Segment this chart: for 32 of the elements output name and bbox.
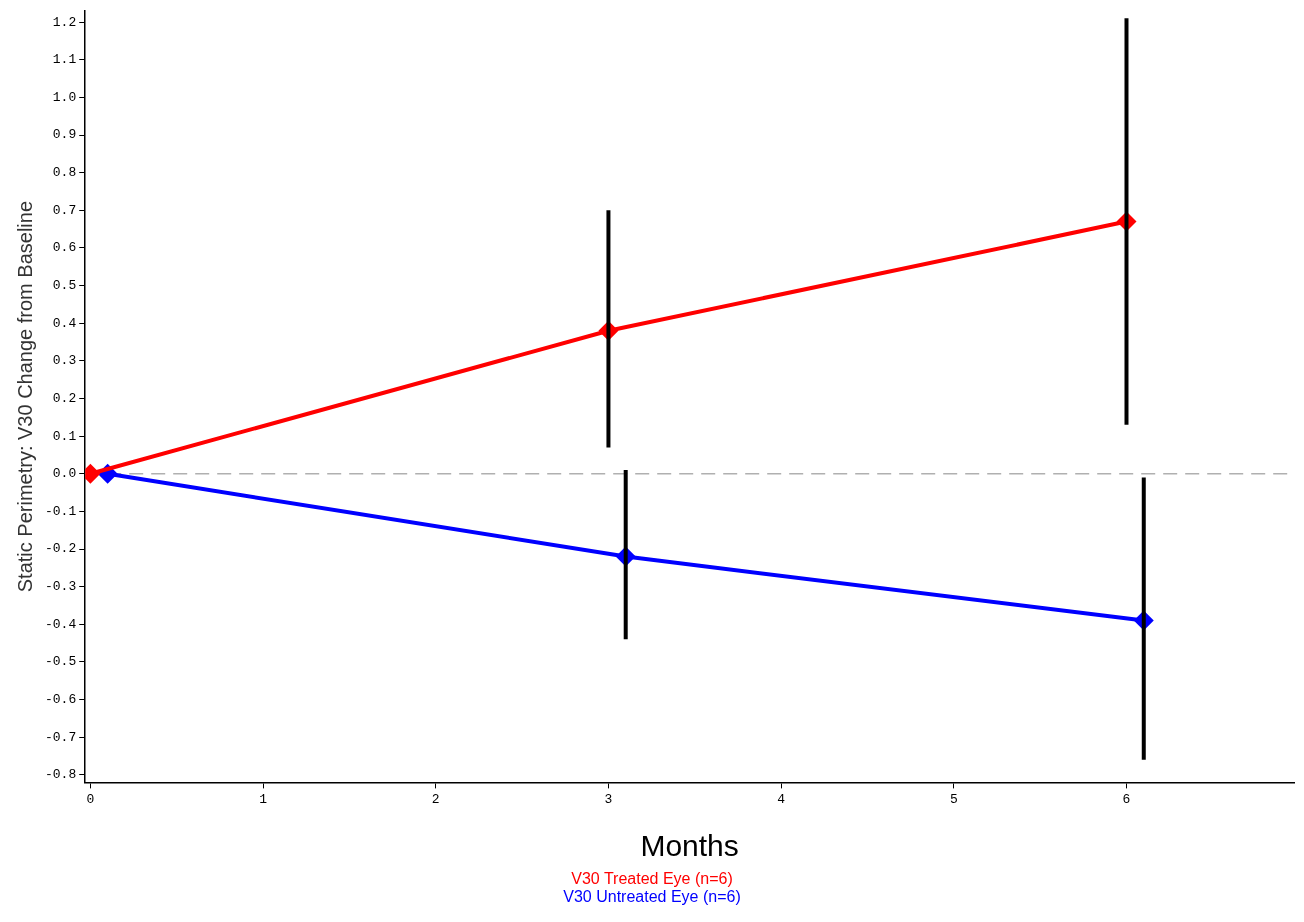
x-tick-label: 1: [259, 791, 268, 807]
y-axis-title: Static Perimetry: V30 Change from Baseline: [13, 200, 36, 593]
x-tick-label: 0: [86, 791, 95, 807]
y-tick-label: 1.1: [52, 52, 77, 68]
x-tick-label: 6: [1122, 791, 1131, 807]
y-tick-label: 0.2: [52, 390, 77, 406]
y-tick-label: 0.7: [52, 202, 77, 218]
y-tick-label: -0.5: [44, 654, 77, 670]
y-tick-label: 0.8: [52, 165, 77, 181]
x-tick-label: 3: [604, 791, 613, 807]
y-tick-label: 0.9: [52, 127, 77, 143]
y-tick-label: -0.6: [44, 692, 77, 708]
y-tick-label: 0.4: [52, 315, 77, 331]
y-tick-label: 0.5: [52, 278, 77, 293]
y-tick-label: -0.1: [44, 503, 77, 519]
y-tick-label: -0.2: [44, 541, 77, 557]
text: V30 Untreated Eye (n=6): [562, 888, 742, 906]
y-tick-label: 0.0: [52, 466, 77, 482]
x-axis-title: Months: [640, 829, 739, 863]
y-tick-label: 0.1: [52, 428, 77, 444]
y-tick-label: 0.6: [52, 240, 77, 256]
y-tick-label: -0.7: [44, 729, 77, 745]
x-tick-label: 5: [949, 791, 958, 807]
y-tick-label: 0.3: [52, 353, 77, 369]
x-tick-label: 4: [777, 791, 786, 807]
y-tick-label: -0.3: [44, 579, 77, 595]
x-tick-label: 2: [431, 791, 440, 807]
y-tick-label: 1.0: [52, 89, 77, 105]
text: V30 Treated Eye (n=6): [570, 870, 734, 888]
y-tick-label: -0.4: [44, 616, 77, 632]
y-tick-label: -0.8: [44, 767, 77, 783]
y-tick-label: 1.2: [52, 14, 77, 30]
